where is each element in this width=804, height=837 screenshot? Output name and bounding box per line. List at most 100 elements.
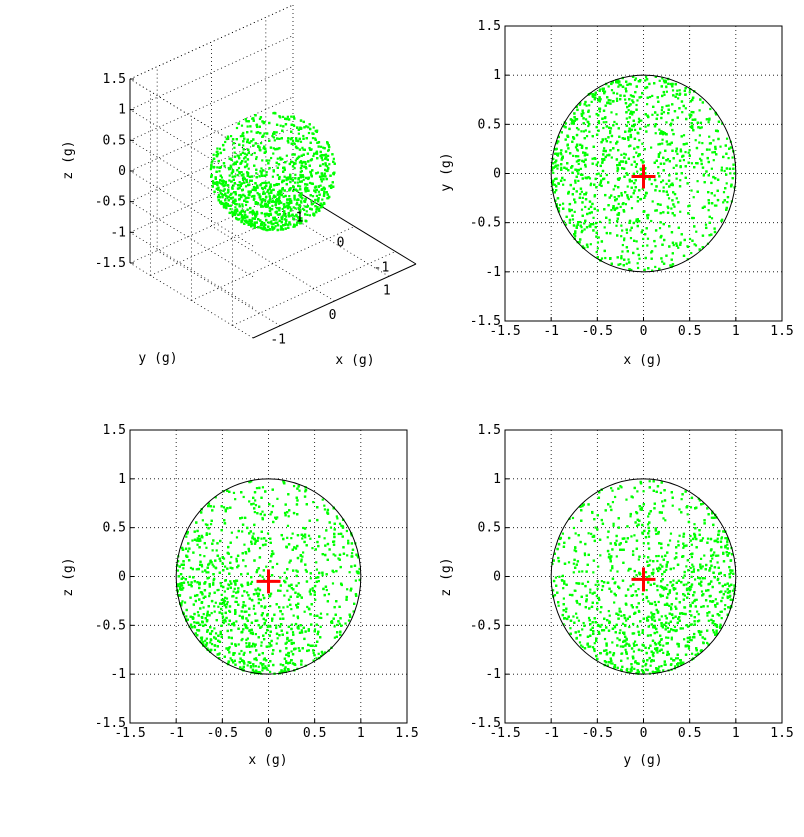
data-point: [251, 209, 255, 212]
data-point: [600, 184, 603, 188]
data-point: [560, 131, 563, 134]
data-point: [665, 254, 668, 257]
data-point: [701, 142, 704, 145]
data-point: [248, 175, 251, 178]
data-point: [276, 213, 279, 216]
data-point: [324, 153, 328, 156]
data-point: [246, 158, 250, 161]
data-point: [280, 190, 283, 193]
data-point: [233, 155, 237, 158]
data-point: [625, 80, 628, 83]
data-point: [564, 122, 568, 125]
data-point: [304, 190, 307, 193]
data-point: [635, 240, 638, 243]
data-point: [314, 198, 317, 201]
data-point: [551, 188, 555, 191]
data-point: [221, 196, 224, 199]
data-point: [578, 103, 582, 106]
data-point: [568, 209, 571, 213]
data-point: [616, 170, 619, 173]
data-point: [231, 169, 235, 172]
data-point: [295, 215, 298, 218]
data-point: [293, 167, 296, 170]
data-point: [281, 179, 284, 182]
data-point: [218, 196, 221, 199]
data-point: [287, 178, 290, 181]
data-point: [250, 221, 253, 224]
data-point: [222, 180, 226, 183]
data-point: [296, 189, 299, 192]
data-point: [271, 204, 274, 208]
data-point: [245, 153, 249, 156]
data-point: [322, 194, 326, 197]
data-point: [633, 160, 636, 163]
data-point: [237, 166, 241, 170]
data-point: [661, 138, 664, 141]
data-point: [313, 152, 316, 155]
data-point: [256, 184, 259, 187]
data-point: [580, 231, 583, 234]
data-point: [584, 129, 587, 132]
data-point: [233, 175, 237, 178]
data-point: [589, 223, 592, 226]
data-point: [575, 225, 578, 228]
data-point: [261, 227, 264, 230]
data-point: [250, 175, 254, 178]
data-point: [624, 160, 628, 163]
data-point: [285, 154, 288, 157]
data-point: [630, 180, 634, 183]
z-tick-label: -1: [110, 225, 126, 240]
data-point: [299, 119, 303, 122]
data-point: [215, 154, 218, 157]
data-point: [607, 99, 610, 102]
data-point: [289, 138, 292, 141]
data-point: [636, 131, 639, 135]
data-point: [234, 191, 237, 194]
data-point: [584, 151, 587, 155]
data-point: [677, 246, 680, 249]
data-point: [320, 188, 323, 191]
data-point: [222, 189, 225, 193]
data-point: [276, 193, 279, 196]
data-point: [299, 208, 302, 211]
data-point: [636, 99, 639, 102]
data-point: [289, 173, 292, 177]
data-point: [601, 169, 605, 173]
data-point: [240, 220, 243, 224]
data-point: [324, 157, 327, 160]
data-point: [313, 201, 317, 204]
data-point: [580, 130, 583, 133]
data-point: [233, 191, 236, 194]
data-point: [263, 174, 266, 177]
data-point: [269, 213, 273, 216]
data-point: [660, 112, 663, 115]
data-point: [243, 222, 246, 225]
data-point: [263, 212, 267, 216]
data-point: [280, 137, 283, 140]
data-point: [640, 95, 643, 99]
data-point: [303, 148, 306, 151]
data-point: [302, 134, 305, 138]
data-point: [599, 98, 602, 101]
data-point: [574, 230, 577, 233]
data-point: [596, 247, 599, 250]
data-point: [305, 210, 308, 213]
data-point: [290, 137, 293, 140]
data-point: [255, 157, 258, 161]
data-point: [210, 175, 213, 178]
data-point: [294, 188, 297, 191]
data-point: [288, 221, 291, 224]
data-point: [659, 151, 662, 154]
data-point: [305, 137, 308, 140]
data-point: [244, 213, 247, 217]
data-point: [635, 220, 638, 223]
data-point: [595, 133, 599, 136]
data-point: [255, 156, 258, 159]
gridline-3d: [211, 225, 335, 302]
data-point: [242, 144, 245, 147]
data-point: [290, 130, 293, 133]
data-point: [273, 184, 276, 187]
y-tick-label: 1: [296, 211, 304, 226]
data-point: [284, 123, 288, 126]
data-point: [656, 113, 659, 117]
